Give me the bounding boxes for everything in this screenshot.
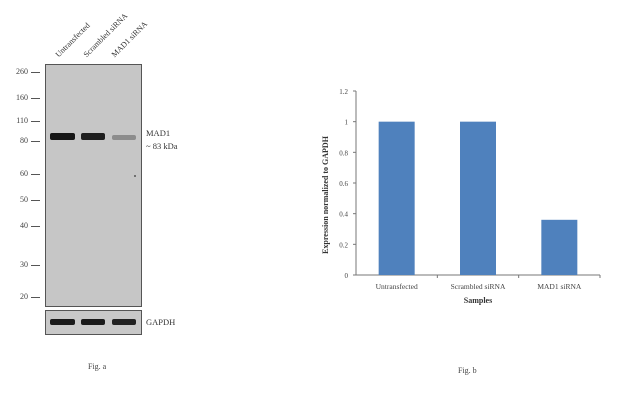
mw-tick-110: [31, 121, 40, 122]
bar-mad1-sirna: [541, 219, 578, 275]
bar-untransfected: [378, 121, 415, 275]
bar-chart: Expression normalized to GAPDH 0 0.2 0.4 0.…: [321, 88, 601, 305]
x-tick-label: Untransfected: [376, 282, 418, 291]
gapdh-band-mad1-sirna: [112, 319, 136, 325]
mw-marker-30: 30: [20, 260, 28, 269]
y-tick-label: 0.8: [339, 149, 348, 157]
mw-tick-260: [31, 72, 40, 73]
mw-marker-80: 80: [20, 136, 28, 145]
mw-marker-160: 160: [16, 93, 28, 102]
mad1-band-scrambled-sirna: [81, 133, 105, 140]
target-size-label: ~ 83 kDa: [146, 141, 178, 151]
target-protein-label: MAD1: [146, 128, 171, 138]
mw-tick-160: [31, 98, 40, 99]
y-tick-label: 0.2: [339, 241, 348, 249]
loading-control-label: GAPDH: [146, 317, 176, 327]
y-tick-label: 0.6: [339, 180, 348, 188]
mw-tick-60: [31, 174, 40, 175]
mw-marker-40: 40: [20, 221, 28, 230]
mw-marker-20: 20: [20, 292, 28, 301]
mw-marker-110: 110: [16, 116, 28, 125]
y-tick-label: 1.2: [339, 88, 348, 96]
mad1-band-untransfected: [50, 133, 75, 140]
mw-tick-30: [31, 265, 40, 266]
x-tick-label: Scrambled siRNA: [451, 282, 506, 291]
gapdh-band-scrambled-sirna: [81, 319, 105, 325]
x-axis-tick-labels: Untransfected Scrambled siRNA MAD1 siRNA: [376, 275, 601, 291]
figure-a-caption: Fig. a: [88, 362, 107, 371]
figure-b-caption: Fig. b: [458, 366, 477, 375]
gapdh-band-untransfected: [50, 319, 75, 325]
y-tick-label: 0: [345, 272, 349, 280]
bars: [378, 121, 578, 275]
mw-tick-80: [31, 141, 40, 142]
y-tick-label: 1: [345, 119, 349, 127]
mw-marker-260: 260: [16, 67, 28, 76]
mad1-band-mad1-sirna: [112, 135, 136, 140]
blot-speck: [134, 175, 136, 177]
bar-scrambled-sirna: [460, 121, 496, 275]
y-axis-ticks: 0 0.2 0.4 0.6 0.8 1 1.2: [339, 88, 356, 280]
mw-tick-50: [31, 200, 40, 201]
x-axis-title: Samples: [464, 296, 492, 305]
mw-tick-40: [31, 226, 40, 227]
mw-tick-20: [31, 297, 40, 298]
mw-marker-60: 60: [20, 169, 28, 178]
mw-marker-50: 50: [20, 195, 28, 204]
blot-panel-gapdh: [45, 310, 142, 335]
y-axis-title: Expression normalized to GAPDH: [321, 135, 330, 254]
y-tick-label: 0.4: [339, 211, 348, 219]
blot-panel-main: [45, 64, 142, 307]
x-tick-label: MAD1 siRNA: [537, 282, 582, 291]
